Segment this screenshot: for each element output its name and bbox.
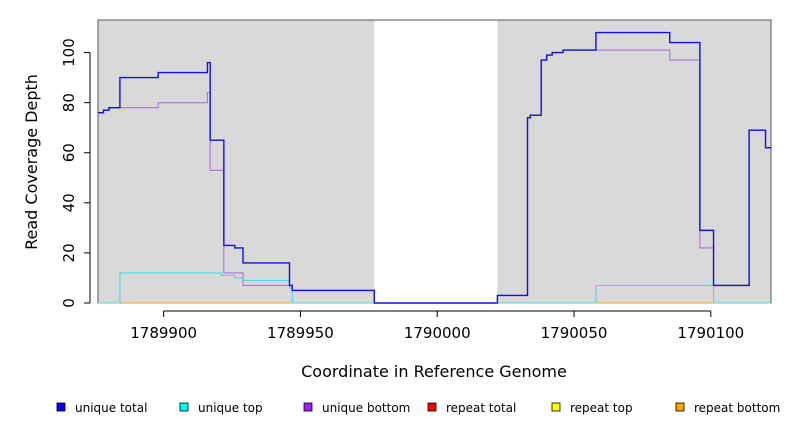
legend-swatch [303,402,313,412]
x-tick-label: 1790050 [541,324,608,342]
series-line-unique-top [98,272,771,304]
x-axis-label: Coordinate in Reference Genome [301,362,567,381]
grey-region-layer [98,20,771,303]
legend-swatch [427,402,437,412]
x-tick-label: 1790100 [677,324,744,342]
grey-region-0 [98,20,375,303]
legend-label: unique top [198,401,263,415]
y-tick-label: 100 [60,38,78,67]
legend-label: repeat total [446,401,516,415]
grey-region-1 [497,20,771,303]
legend-label: unique bottom [322,401,410,415]
legend-swatch [179,402,189,412]
y-tick-label: 20 [60,243,78,262]
x-tick-label: 1789950 [267,324,334,342]
legend-swatch [675,402,685,412]
legend-swatch [551,402,561,412]
legend-label: repeat bottom [694,401,780,415]
y-axis-label: Read Coverage Depth [22,74,41,250]
x-tick-label: 1790000 [404,324,471,342]
legend-swatch [56,402,66,412]
y-axis: 0 20 40 60 80 100 [60,38,91,308]
series-layer [98,31,771,304]
series-line-unique-total [98,31,771,304]
y-tick-label: 0 [60,298,78,308]
x-axis: 1789900 1789950 1790000 1790050 1790100 [130,310,744,342]
y-tick-label: 80 [60,93,78,112]
y-tick-label: 40 [60,193,78,212]
legend: unique total unique top unique bottom repea… [56,401,780,415]
y-tick-label: 60 [60,143,78,162]
x-tick-label: 1789900 [130,324,197,342]
legend-label: unique total [75,401,147,415]
legend-label: repeat top [570,401,633,415]
